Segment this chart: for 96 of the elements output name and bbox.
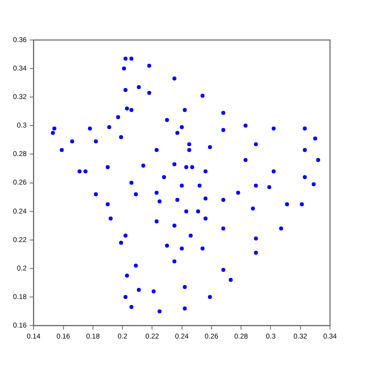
point bbox=[200, 94, 205, 98]
point bbox=[136, 85, 141, 90]
point bbox=[196, 209, 200, 214]
point bbox=[300, 202, 304, 206]
point bbox=[124, 56, 128, 61]
point bbox=[88, 126, 92, 131]
point bbox=[198, 184, 202, 188]
point bbox=[279, 226, 284, 230]
point bbox=[141, 164, 146, 168]
point bbox=[182, 285, 187, 290]
point bbox=[172, 259, 176, 264]
point bbox=[94, 192, 98, 196]
point bbox=[158, 199, 162, 204]
point bbox=[172, 224, 176, 228]
point bbox=[184, 209, 188, 214]
point bbox=[50, 130, 55, 135]
point bbox=[116, 115, 120, 120]
point bbox=[119, 135, 124, 140]
point bbox=[108, 216, 113, 220]
point bbox=[172, 162, 176, 166]
point bbox=[221, 268, 226, 272]
point bbox=[182, 306, 187, 310]
point bbox=[175, 198, 180, 202]
point bbox=[129, 56, 134, 61]
point bbox=[312, 182, 316, 186]
point bbox=[124, 106, 129, 111]
point bbox=[164, 118, 169, 122]
point bbox=[285, 202, 290, 206]
point bbox=[302, 175, 307, 180]
point bbox=[122, 66, 126, 71]
point bbox=[162, 175, 166, 180]
point bbox=[190, 165, 194, 170]
point bbox=[221, 226, 226, 230]
point bbox=[124, 234, 128, 238]
point bbox=[221, 128, 226, 132]
point bbox=[147, 64, 152, 68]
point bbox=[204, 169, 208, 174]
point bbox=[119, 240, 124, 245]
point bbox=[136, 288, 141, 292]
point bbox=[94, 139, 98, 144]
point bbox=[221, 110, 226, 115]
point bbox=[272, 126, 276, 131]
point bbox=[147, 90, 152, 95]
point bbox=[60, 148, 64, 152]
point bbox=[70, 139, 74, 144]
point bbox=[124, 88, 128, 92]
point bbox=[83, 169, 88, 174]
point bbox=[244, 124, 248, 128]
point bbox=[124, 295, 128, 300]
point bbox=[184, 165, 188, 170]
point bbox=[244, 158, 248, 162]
point bbox=[129, 180, 134, 185]
point bbox=[254, 142, 258, 146]
point bbox=[180, 184, 184, 188]
point bbox=[204, 196, 208, 201]
point bbox=[221, 198, 226, 202]
point bbox=[254, 236, 258, 240]
point bbox=[52, 126, 56, 131]
point bbox=[158, 309, 162, 314]
point bbox=[164, 244, 169, 248]
point bbox=[152, 289, 156, 294]
point bbox=[106, 202, 110, 206]
point bbox=[175, 130, 180, 135]
point bbox=[154, 148, 159, 152]
point bbox=[208, 295, 212, 300]
point bbox=[236, 190, 240, 195]
point bbox=[302, 126, 307, 131]
point bbox=[187, 142, 192, 146]
point bbox=[129, 108, 134, 112]
point bbox=[180, 246, 184, 250]
point bbox=[172, 76, 176, 81]
point bbox=[208, 145, 212, 150]
point bbox=[228, 278, 233, 282]
point bbox=[154, 219, 159, 224]
point bbox=[134, 264, 138, 268]
point bbox=[124, 274, 129, 278]
point bbox=[180, 125, 184, 130]
point bbox=[200, 246, 205, 250]
point bbox=[313, 136, 318, 141]
point bbox=[272, 169, 276, 174]
point bbox=[267, 185, 272, 190]
point bbox=[78, 169, 82, 174]
point bbox=[106, 165, 110, 170]
point bbox=[254, 184, 258, 188]
point bbox=[188, 234, 193, 238]
point bbox=[107, 125, 112, 130]
point bbox=[154, 190, 159, 195]
point bbox=[187, 148, 192, 152]
point bbox=[302, 148, 307, 152]
point bbox=[129, 305, 134, 310]
point bbox=[316, 158, 320, 162]
point bbox=[134, 192, 138, 196]
point bbox=[250, 206, 255, 211]
point bbox=[204, 216, 208, 220]
point bbox=[254, 250, 258, 255]
point bbox=[182, 108, 187, 112]
